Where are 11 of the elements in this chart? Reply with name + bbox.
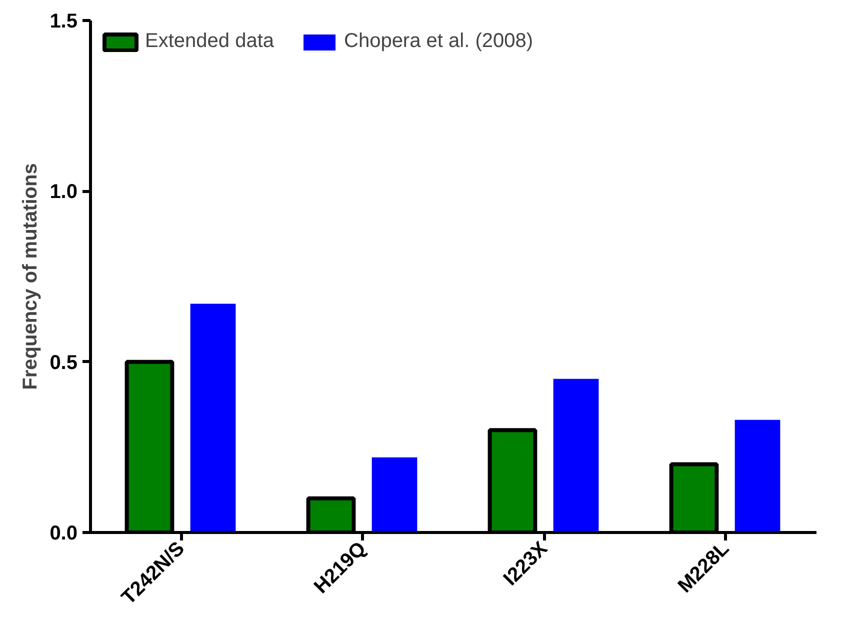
y-tick-label: 0.5 — [50, 352, 78, 374]
bar — [553, 378, 599, 532]
bar — [372, 457, 418, 532]
y-tick-label: 0.0 — [50, 522, 78, 544]
y-axis-title: Frequency of mutations — [20, 163, 42, 390]
legend-label: Extended data — [145, 30, 274, 53]
bar — [734, 420, 780, 532]
bar — [190, 304, 236, 532]
legend-label: Chopera et al. (2008) — [344, 30, 534, 53]
y-tick-label: 1.5 — [50, 10, 78, 32]
y-tick-label: 1.0 — [50, 181, 78, 204]
